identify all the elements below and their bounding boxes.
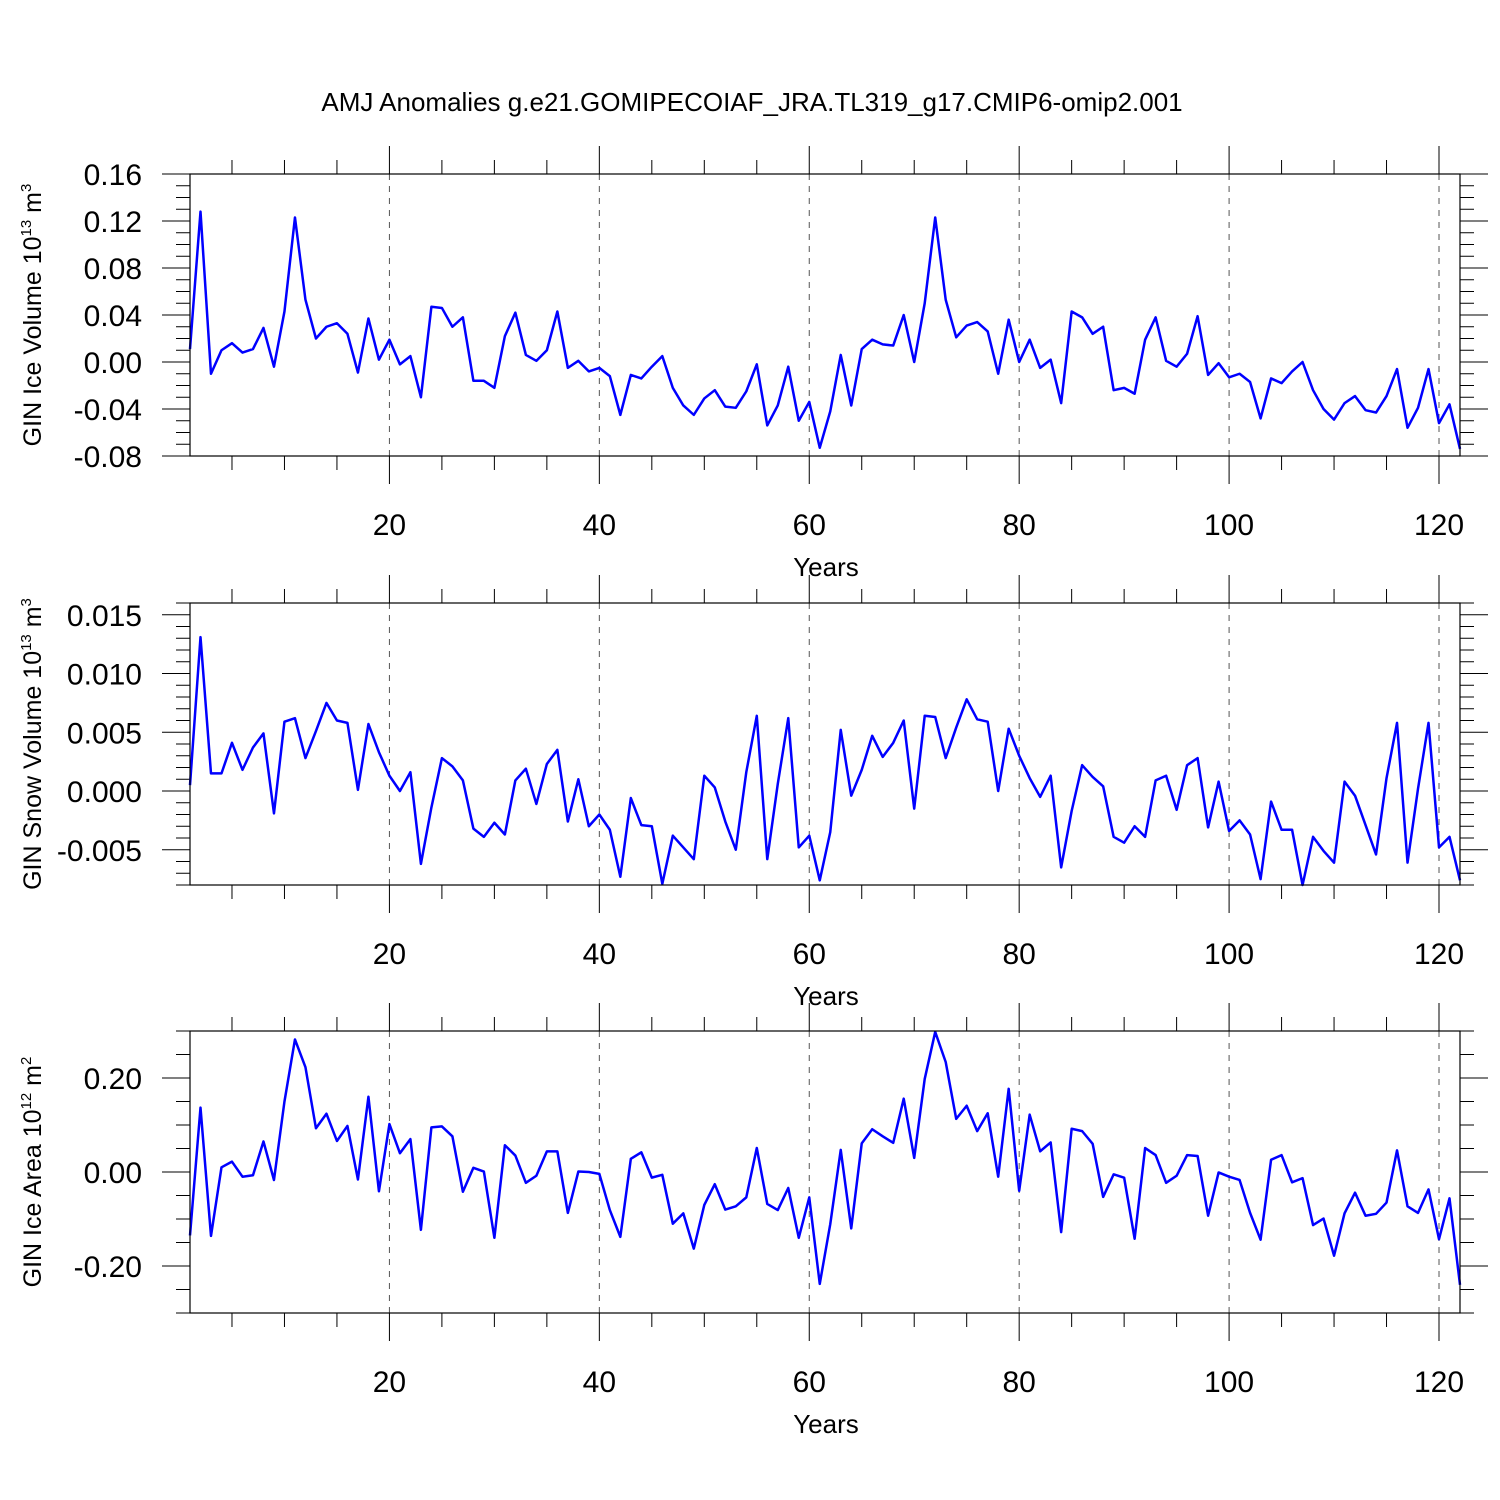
chart-ice-volume-xtick-label: 80 xyxy=(1002,509,1035,542)
chart-ice-area-xtick-label: 100 xyxy=(1204,1366,1254,1399)
chart-ice-volume-ytick-label: -0.04 xyxy=(74,394,142,427)
chart-ice-volume-ytick-label: 0.04 xyxy=(84,300,142,333)
chart-ice-area-xtick-label: 40 xyxy=(583,1366,616,1399)
panel-ice-area: -0.20 0.00 0.20 20 40 60 80 100 120 Years GIN Ice … xyxy=(18,1003,1488,1439)
chart-snow-volume-ytick-label: 0.000 xyxy=(67,776,142,809)
chart-ice-area-xtick-label: 120 xyxy=(1414,1366,1464,1399)
chart-ice-area-ytick-label: -0.20 xyxy=(74,1251,142,1284)
chart-ice-volume-xlabel: Years xyxy=(793,552,859,582)
chart-snow-volume-xtick-label: 100 xyxy=(1204,938,1254,971)
chart-snow-volume-ylabel: GIN Snow Volume 1013 m3 xyxy=(18,598,47,890)
chart-ice-volume-plot-frame xyxy=(189,173,1461,457)
chart-snow-volume-series-line xyxy=(188,635,1462,887)
chart-snow-volume-xtick-label: 60 xyxy=(793,938,826,971)
chart-ice-area-xtick-label: 80 xyxy=(1002,1366,1035,1399)
chart-title: AMJ Anomalies g.e21.GOMIPECOIAF_JRA.TL31… xyxy=(321,87,1182,117)
chart-snow-volume-xtick-label: 120 xyxy=(1414,938,1464,971)
chart-snow-volume-ytick-label: -0.005 xyxy=(57,835,142,868)
chart-snow-volume-xtick-label: 20 xyxy=(373,938,406,971)
chart-ice-volume-ytick-label: 0.12 xyxy=(84,206,142,239)
chart-ice-volume-xtick-label: 40 xyxy=(583,509,616,542)
chart-ice-volume-ytick-label: 0.08 xyxy=(84,253,142,286)
chart-ice-area-xtick-label: 20 xyxy=(373,1366,406,1399)
chart-snow-volume-plot-frame xyxy=(189,602,1461,886)
chart-ice-volume-xtick-label: 100 xyxy=(1204,509,1254,542)
chart-ice-area-series-line xyxy=(188,1030,1462,1286)
chart-ice-area-xlabel: Years xyxy=(793,1409,859,1439)
chart-ice-volume-xtick-label: 20 xyxy=(373,509,406,542)
chart-ice-area-plot-frame xyxy=(189,1030,1461,1314)
chart-ice-volume-xtick-label: 60 xyxy=(793,509,826,542)
chart-snow-volume-xtick-label: 80 xyxy=(1002,938,1035,971)
chart-snow-volume-ytick-label: 0.005 xyxy=(67,717,142,750)
chart-snow-volume-ytick-label: 0.015 xyxy=(67,600,142,633)
chart-ice-volume-xtick-label: 120 xyxy=(1414,509,1464,542)
chart-snow-volume-ytick-label: 0.010 xyxy=(67,659,142,692)
chart-ice-volume-ytick-label: 0.16 xyxy=(84,159,142,192)
chart-ice-area-xtick-label: 60 xyxy=(793,1366,826,1399)
chart-snow-volume-xtick-label: 40 xyxy=(583,938,616,971)
chart-ice-area-ytick-label: 0.00 xyxy=(84,1157,142,1190)
chart-ice-area-ylabel: GIN Ice Area 1012 m2 xyxy=(18,1057,47,1288)
chart-ice-volume-series-line xyxy=(188,210,1462,450)
chart-ice-volume-ytick-label: -0.08 xyxy=(74,441,142,474)
chart-snow-volume-xlabel: Years xyxy=(793,981,859,1011)
chart-ice-volume-ytick-label: 0.00 xyxy=(84,347,142,380)
chart-ice-volume-ylabel: GIN Ice Volume 1013 m3 xyxy=(18,184,47,447)
panel-snow-volume: -0.005 0.000 0.005 0.010 0.015 20 40 60 80 100 120… xyxy=(18,575,1488,1011)
panel-ice-volume: -0.08 -0.04 0.00 0.04 0.08 0.12 0.16 20 40 60 80 10… xyxy=(18,146,1488,582)
chart-ice-area-ytick-label: 0.20 xyxy=(84,1063,142,1096)
